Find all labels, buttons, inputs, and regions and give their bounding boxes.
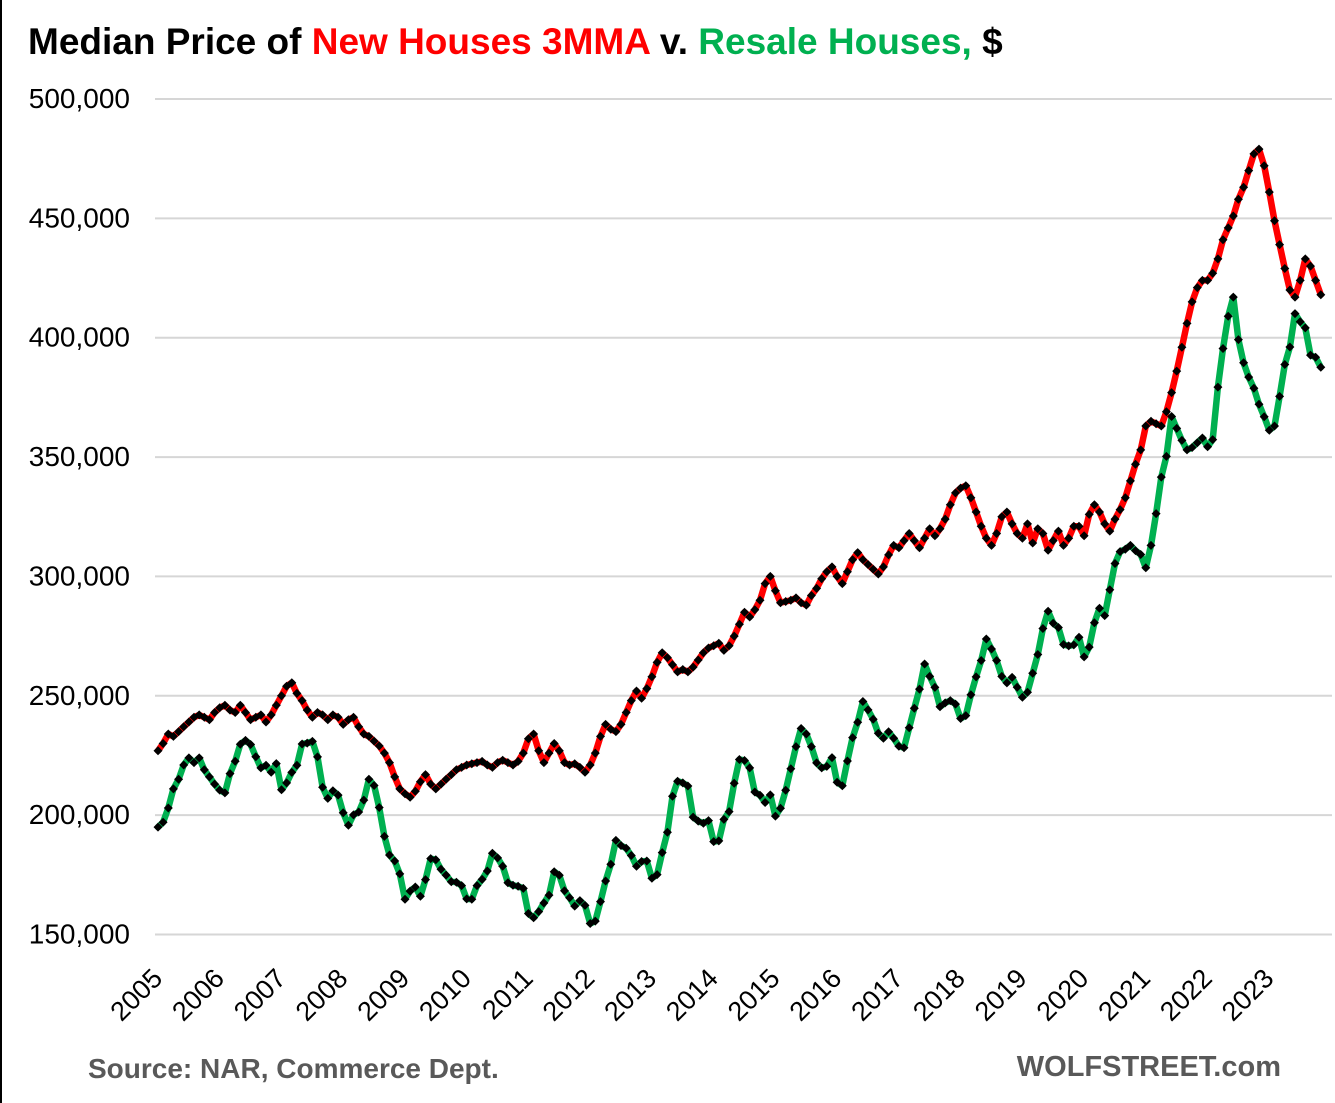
- resale-houses-series: [153, 292, 1326, 929]
- y-axis-labels: 500,000 450,000 400,000 350,000 300,000 250,0…: [29, 83, 130, 950]
- title-segment: $: [972, 21, 1003, 62]
- y-tick-label: 150,000: [29, 919, 130, 950]
- title-segment: New Houses 3MMA: [312, 21, 651, 62]
- wolfstreet-watermark: WOLFSTREET.com: [1017, 1051, 1281, 1083]
- y-tick-label: 400,000: [29, 322, 130, 353]
- title-segment: Median Price of: [28, 21, 312, 62]
- new-houses-series: [153, 144, 1326, 802]
- y-tick-label: 350,000: [29, 441, 130, 472]
- y-tick-label: 500,000: [29, 83, 130, 114]
- title-segment: v.: [650, 21, 699, 62]
- title-segment: Resale Houses,: [698, 21, 972, 62]
- y-tick-label: 450,000: [29, 202, 130, 233]
- y-tick-label: 300,000: [29, 560, 130, 591]
- page-title: Median Price of New Houses 3MMA v. Resal…: [28, 21, 1003, 62]
- y-tick-label: 250,000: [29, 680, 130, 711]
- source-note: Source: NAR, Commerce Dept.: [88, 1053, 499, 1084]
- y-tick-label: 200,000: [29, 799, 130, 830]
